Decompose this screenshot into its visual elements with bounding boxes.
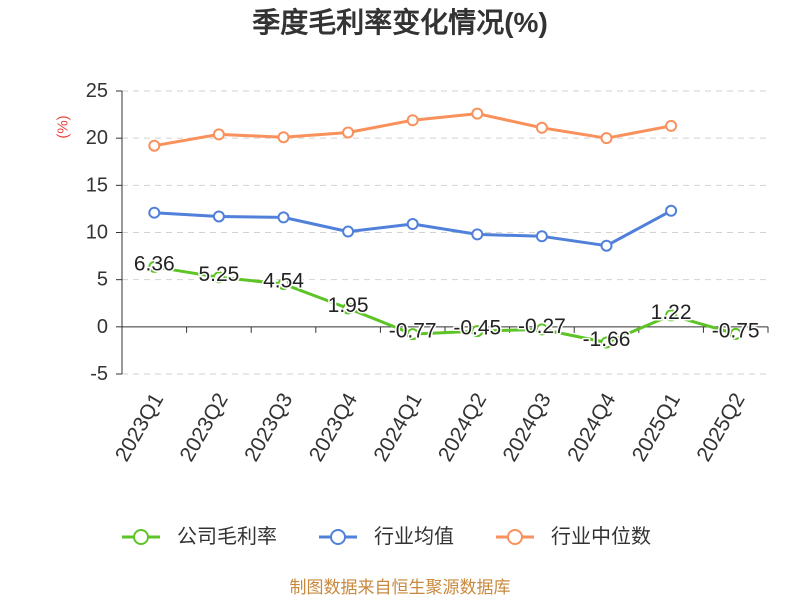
data-label: -0.77 xyxy=(389,320,437,343)
data-point xyxy=(342,126,355,139)
legend-marker-icon xyxy=(133,529,149,545)
legend-marker-icon xyxy=(330,529,346,545)
y-tick-label: 25 xyxy=(86,80,108,102)
gridlines xyxy=(122,90,768,375)
data-point xyxy=(535,121,548,134)
x-tick-label: 2024Q4 xyxy=(563,389,620,465)
data-point xyxy=(406,114,419,127)
y-tick-label: 10 xyxy=(86,222,108,244)
series-line xyxy=(152,265,738,344)
data-label: 5.25 xyxy=(198,263,239,286)
data-label: 4.54 xyxy=(263,270,304,293)
data-point xyxy=(471,228,484,241)
data-point xyxy=(148,260,161,273)
data-label: 6.36 xyxy=(134,252,175,275)
y-tick-label: 5 xyxy=(97,269,108,291)
data-point xyxy=(148,206,161,219)
data-point xyxy=(148,139,161,152)
x-tick-label: 2024Q3 xyxy=(499,389,556,465)
data-point xyxy=(406,328,419,341)
x-tick-label: 2024Q2 xyxy=(434,389,491,465)
legend-item[interactable]: 公司毛利率 xyxy=(122,525,277,548)
legend-label: 行业均值 xyxy=(374,525,454,548)
data-labels: 6.36 5.25 4.54 1.95 -0.77 -0.45 -0.27 -1.66 1.22… xyxy=(132,251,761,353)
data-point xyxy=(471,107,484,120)
legend-label: 公司毛利率 xyxy=(177,525,277,548)
series-lines xyxy=(148,107,742,349)
series-0 xyxy=(148,260,742,349)
data-label: -0.75 xyxy=(712,319,760,342)
y-tick-label: 15 xyxy=(86,174,108,196)
chart-title: 季度毛利率变化情况(%) xyxy=(252,7,548,38)
x-tick-label: 2023Q2 xyxy=(176,389,233,465)
x-tick-label: 2023Q4 xyxy=(305,389,362,465)
data-label: 1.95 xyxy=(328,294,369,317)
legend-item[interactable]: 行业中位数 xyxy=(496,525,651,548)
data-point xyxy=(535,323,548,336)
data-point xyxy=(406,218,419,231)
data-label: -0.45 xyxy=(453,317,501,340)
legend-label: 行业中位数 xyxy=(551,525,651,548)
x-tick-label: 2025Q1 xyxy=(628,389,685,465)
data-point xyxy=(277,211,290,224)
data-point xyxy=(277,131,290,144)
data-point xyxy=(212,128,225,141)
data-point xyxy=(471,325,484,338)
legend-item[interactable]: 行业均值 xyxy=(319,525,454,548)
legend: 公司毛利率 行业均值 行业中位数 xyxy=(122,525,651,548)
x-tick-label: 2023Q3 xyxy=(240,389,297,465)
data-point xyxy=(342,225,355,238)
data-point xyxy=(277,278,290,291)
data-point xyxy=(535,230,548,243)
data-point xyxy=(729,327,742,340)
data-label: 1.22 xyxy=(651,301,692,324)
y-tick-label: -5 xyxy=(90,363,108,385)
data-point xyxy=(600,132,613,145)
data-label: -0.27 xyxy=(518,315,566,338)
x-tick-label: 2023Q1 xyxy=(111,389,168,465)
y-tick-label: 20 xyxy=(86,127,108,149)
data-point xyxy=(665,204,678,217)
data-point xyxy=(212,210,225,223)
data-point xyxy=(665,119,678,132)
legend-marker-icon xyxy=(507,529,523,545)
data-point xyxy=(212,271,225,284)
series-1 xyxy=(148,204,678,252)
x-tick-label: 2024Q1 xyxy=(369,389,426,465)
y-axis-label: (%) xyxy=(55,115,72,138)
series-2 xyxy=(148,107,678,152)
data-point xyxy=(665,309,678,322)
data-point xyxy=(600,239,613,252)
source-note: 制图数据来自恒生聚源数据库 xyxy=(289,578,511,597)
data-label: -1.66 xyxy=(583,328,631,351)
x-tick-label: 2025Q2 xyxy=(692,389,749,465)
data-point xyxy=(600,336,613,349)
data-point xyxy=(342,302,355,315)
y-tick-label: 0 xyxy=(97,316,108,338)
